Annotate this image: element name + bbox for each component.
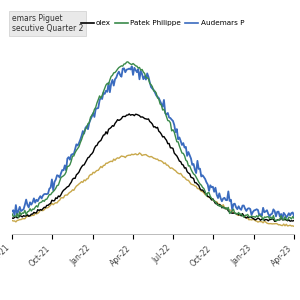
Text: emars Piguet
secutive Quarter 2: emars Piguet secutive Quarter 2 — [12, 14, 83, 33]
Legend: olex, Patek Philippe, Audemars P: olex, Patek Philippe, Audemars P — [78, 17, 247, 29]
